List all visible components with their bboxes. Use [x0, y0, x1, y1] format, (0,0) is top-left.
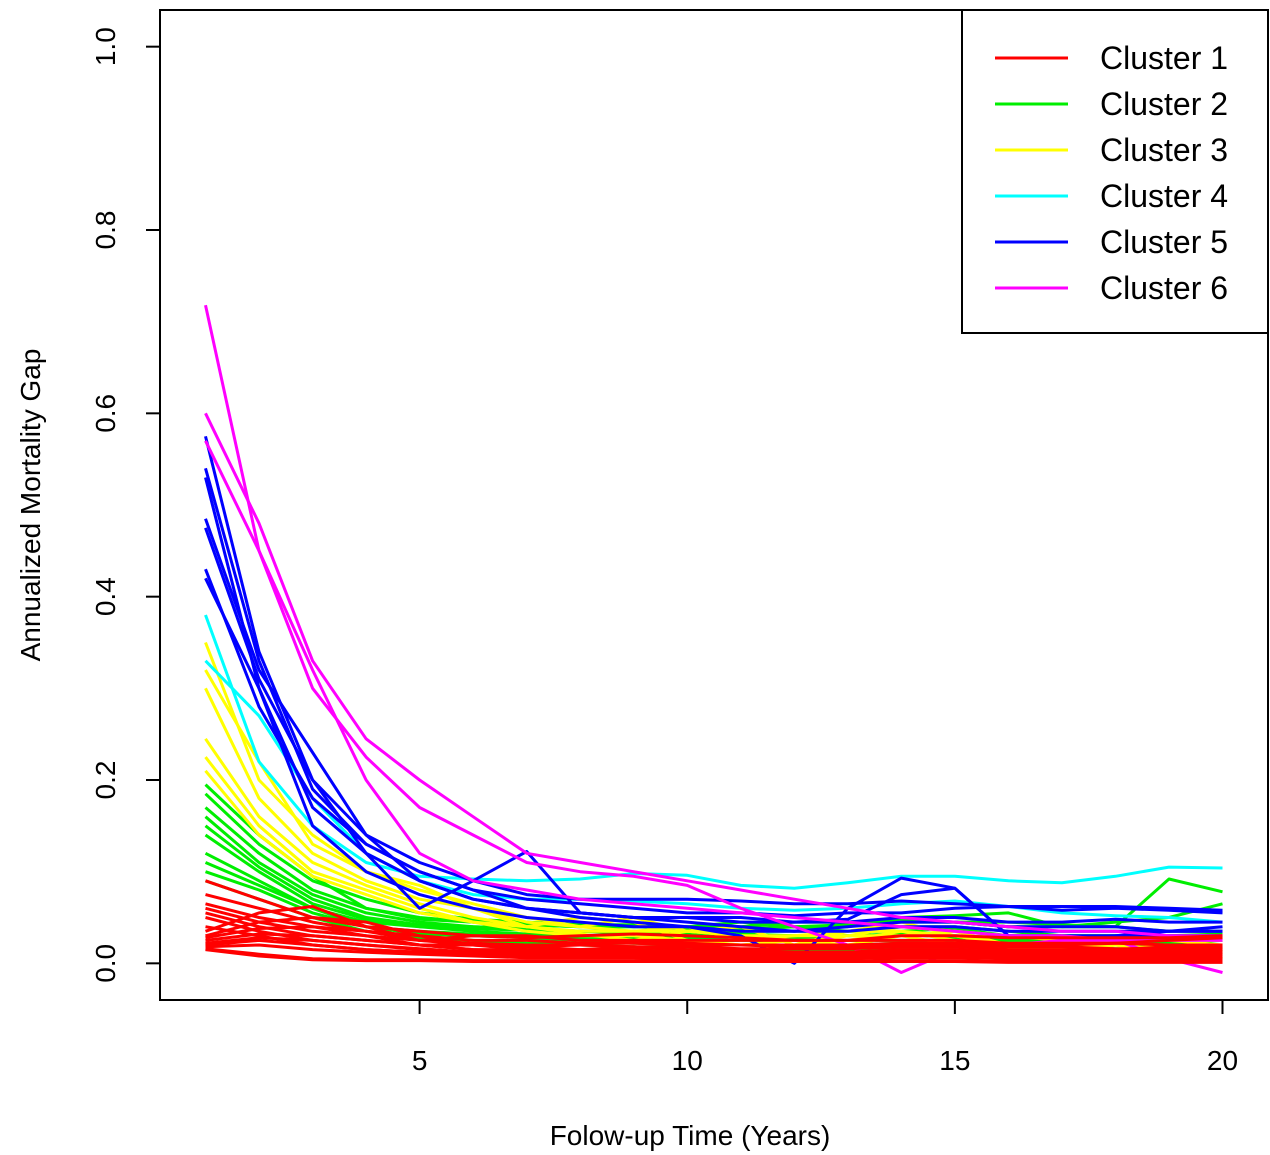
legend-label: Cluster 4 [1100, 178, 1228, 214]
series-line-cluster-5-19 [204, 435, 1223, 912]
x-tick-label: 15 [939, 1045, 970, 1076]
x-axis-label: Folow-up Time (Years) [550, 1120, 831, 1151]
series-line-cluster-1-44 [205, 948, 1223, 964]
legend-label: Cluster 3 [1100, 132, 1228, 168]
series-line-cluster-1-39 [205, 932, 1223, 956]
series-line-cluster-1-40 [205, 936, 1223, 958]
x-tick-label: 10 [672, 1045, 703, 1076]
y-tick-label: 0.6 [90, 394, 121, 433]
legend-label: Cluster 2 [1100, 86, 1228, 122]
series-line-cluster-5-25 [204, 577, 1223, 933]
y-tick-label: 0.8 [90, 211, 121, 250]
series-line-cluster-2-3 [204, 806, 1223, 933]
series-line-cluster-6-28 [204, 440, 1223, 942]
series-line-cluster-6-26 [204, 304, 1223, 974]
series-line-cluster-5-20 [204, 467, 1223, 918]
series-layer [204, 304, 1223, 974]
y-tick-label: 0.0 [90, 944, 121, 983]
series-line-cluster-4-17 [204, 614, 1223, 890]
series-line-cluster-1-38 [205, 925, 1223, 954]
legend: Cluster 1 Cluster 2 Cluster 3 Cluster 4 Clus… [961, 9, 1269, 334]
x-axis: 5 10 15 20 [412, 999, 1238, 1076]
y-tick-label: 0.2 [90, 761, 121, 800]
y-axis-label: Annualized Mortality Gap [15, 349, 46, 662]
y-tick-label: 0.4 [90, 577, 121, 616]
series-line-cluster-5-23 [204, 527, 1223, 933]
y-tick-label: 1.0 [90, 27, 121, 66]
legend-items: Cluster 1 Cluster 2 Cluster 3 Cluster 4 Clus… [995, 40, 1228, 306]
series-line-cluster-1-42 [205, 943, 1223, 961]
series-line-cluster-1-36 [205, 905, 1223, 947]
legend-label: Cluster 1 [1100, 40, 1228, 76]
legend-box [961, 9, 1269, 334]
legend-label: Cluster 5 [1100, 224, 1228, 260]
legend-label: Cluster 6 [1100, 270, 1228, 306]
series-line-cluster-1-37 [205, 916, 1223, 951]
x-tick-label: 5 [412, 1045, 428, 1076]
series-line-cluster-5-22 [204, 518, 1223, 924]
y-axis: 0.0 0.2 0.4 0.6 0.8 1.0 [90, 27, 161, 983]
x-tick-label: 20 [1207, 1045, 1238, 1076]
series-line-cluster-6-27 [204, 412, 1223, 938]
